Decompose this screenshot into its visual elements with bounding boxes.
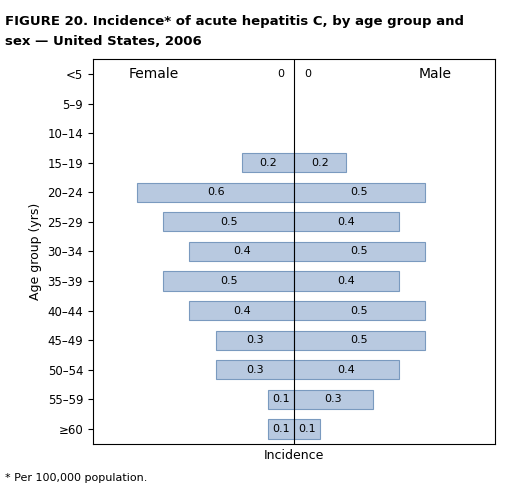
Text: FIGURE 20. Incidence* of acute hepatitis C, by age group and: FIGURE 20. Incidence* of acute hepatitis… bbox=[5, 15, 464, 28]
Bar bbox=[294, 360, 399, 380]
Text: 0.6: 0.6 bbox=[207, 187, 224, 197]
Bar bbox=[294, 419, 320, 439]
Bar bbox=[294, 183, 425, 202]
Text: 0.2: 0.2 bbox=[312, 158, 329, 168]
Bar bbox=[216, 330, 294, 350]
Bar bbox=[164, 212, 294, 232]
Text: 0.1: 0.1 bbox=[272, 394, 290, 404]
Bar bbox=[268, 389, 294, 409]
Text: Male: Male bbox=[418, 67, 452, 81]
Bar bbox=[189, 301, 294, 320]
Bar bbox=[294, 271, 399, 291]
Text: 0.5: 0.5 bbox=[351, 187, 368, 197]
Bar bbox=[294, 389, 373, 409]
Bar bbox=[268, 419, 294, 439]
Bar bbox=[242, 153, 294, 173]
Text: 0.3: 0.3 bbox=[246, 365, 264, 375]
Y-axis label: Age group (yrs): Age group (yrs) bbox=[29, 203, 42, 300]
Text: sex — United States, 2006: sex — United States, 2006 bbox=[5, 35, 202, 47]
Text: 0.4: 0.4 bbox=[337, 276, 356, 286]
Text: Female: Female bbox=[128, 67, 179, 81]
Bar bbox=[216, 360, 294, 380]
Text: 0.4: 0.4 bbox=[233, 306, 251, 316]
Bar bbox=[294, 301, 425, 320]
Text: 0.2: 0.2 bbox=[259, 158, 277, 168]
Text: 0.4: 0.4 bbox=[337, 365, 356, 375]
Text: 0.3: 0.3 bbox=[246, 335, 264, 345]
Text: 0.5: 0.5 bbox=[351, 335, 368, 345]
Bar bbox=[294, 242, 425, 261]
X-axis label: Incidence: Incidence bbox=[264, 449, 325, 462]
Text: 0: 0 bbox=[304, 69, 311, 79]
Text: 0.5: 0.5 bbox=[220, 276, 237, 286]
Text: 0.4: 0.4 bbox=[337, 217, 356, 227]
Text: 0.1: 0.1 bbox=[298, 424, 316, 434]
Text: 0: 0 bbox=[277, 69, 284, 79]
Bar bbox=[294, 330, 425, 350]
Text: 0.5: 0.5 bbox=[351, 246, 368, 256]
Text: 0.4: 0.4 bbox=[233, 246, 251, 256]
Text: 0.5: 0.5 bbox=[351, 306, 368, 316]
Text: 0.5: 0.5 bbox=[220, 217, 237, 227]
Text: * Per 100,000 population.: * Per 100,000 population. bbox=[5, 473, 148, 483]
Bar bbox=[294, 153, 346, 173]
Bar bbox=[294, 212, 399, 232]
Text: 0.3: 0.3 bbox=[325, 394, 342, 404]
Bar bbox=[137, 183, 294, 202]
Bar bbox=[189, 242, 294, 261]
Bar bbox=[164, 271, 294, 291]
Text: 0.1: 0.1 bbox=[272, 424, 290, 434]
